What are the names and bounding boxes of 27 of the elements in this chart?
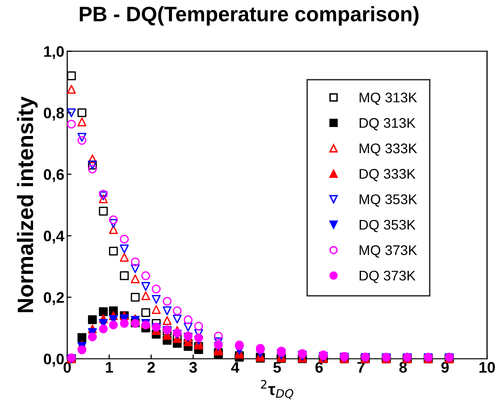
x-tick-label: 3 [189, 362, 197, 373]
chart-title: PB - DQ(Temperature comparison) [80, 6, 419, 26]
legend-label: MQ 313K [360, 92, 418, 105]
legend-label: DQ 313K [360, 118, 416, 130]
x-tick-label: 9 [441, 362, 449, 373]
y-tick-label: 0,2 [44, 292, 64, 306]
legend-label: MQ 373K [360, 245, 418, 258]
x-tick-label: 1 [106, 362, 114, 373]
x-tick-label: 4 [231, 362, 240, 373]
y-axis-title: Normalized intensity [16, 96, 38, 312]
x-tick-label: 5 [273, 362, 281, 373]
x-tick-label: 2 [147, 362, 155, 373]
x-tick-label: 0 [64, 362, 71, 373]
y-tick-label: 1,0 [44, 46, 64, 60]
y-tick-label: 0,4 [44, 230, 64, 244]
legend-label: DQ 333K [360, 168, 416, 182]
legend-label: MQ 333K [360, 143, 418, 156]
x-tick-label: 8 [399, 362, 407, 373]
x-tick-label: 10 [480, 362, 495, 373]
x-tick-label: 6 [315, 362, 323, 373]
y-tick-label: 0,0 [44, 354, 64, 367]
legend-label: DQ 353K [360, 220, 416, 232]
y-tick-label: 0,6 [44, 169, 64, 182]
y-tick-label: 0,8 [44, 108, 64, 121]
legend-label: MQ 353K [360, 194, 418, 207]
x-axis-title: $^{2}$τ$_{DQ}$ [260, 380, 294, 400]
legend-label: DQ 373K [360, 270, 416, 284]
